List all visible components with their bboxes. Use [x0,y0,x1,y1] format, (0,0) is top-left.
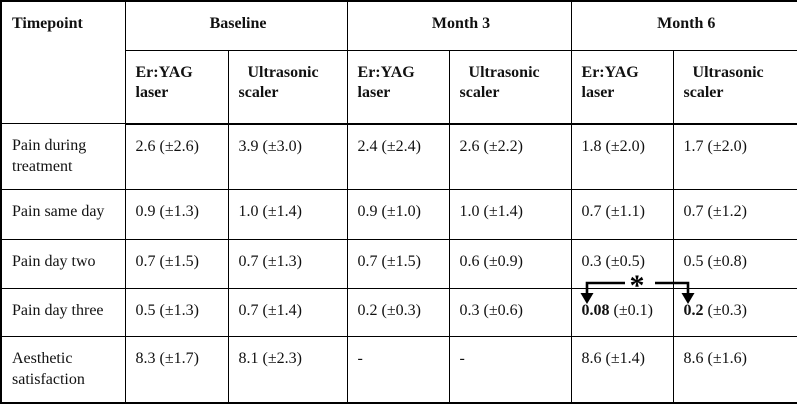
data-cell: 3.9 (±3.0) [227,123,348,191]
table-row-pain-day-two: Pain day two 0.7 (±1.5) 0.7 (±1.3) 0.7 (… [0,238,797,290]
data-cell: 2.6 (±2.6) [124,123,229,191]
data-cell: 8.6 (±1.6) [672,336,797,404]
data-cell: 0.7 (±1.3) [227,238,348,290]
table-row-pain-day-three: Pain day three 0.5 (±1.3) 0.7 (±1.4) 0.2… [0,288,797,338]
sd-value: (±0.1) [609,302,653,320]
data-cell: 8.6 (±1.4) [570,336,674,404]
data-cell: 0.6 (±0.9) [448,238,572,290]
row-label: Pain day three [0,288,126,338]
subheader-month6-eryag-laser: Er:YAG laser [570,49,674,125]
data-cell: 0.9 (±1.0) [346,189,450,240]
data-cell: 0.2 (±0.3) [346,288,450,338]
data-cell: 2.6 (±2.2) [448,123,572,191]
data-cell: 0.3 (±0.5) [570,238,674,290]
data-cell: 0.7 (±1.5) [124,238,229,290]
data-cell: 0.3 (±0.6) [448,288,572,338]
data-cell: 2.4 (±2.4) [346,123,450,191]
table-row-pain-during-treatment: Pain during treatment 2.6 (±2.6) 3.9 (±3… [0,123,797,191]
data-cell-significant: 0.2 (±0.3) [672,288,797,338]
data-cell: 0.7 (±1.2) [672,189,797,240]
row-label: Pain during treatment [0,123,126,191]
subheader-baseline-ultrasonic-scaler: Ultrasonic scaler [227,49,348,125]
table-row-pain-same-day: Pain same day 0.9 (±1.3) 1.0 (±1.4) 0.9 … [0,189,797,240]
row-label: Pain same day [0,189,126,240]
timepoint-column-header: Timepoint [0,0,126,125]
row-label: Aesthetic satisfaction [0,336,126,404]
data-cell: 0.7 (±1.4) [227,288,348,338]
table-row-aesthetic-satisfaction: Aesthetic satisfaction 8.3 (±1.7) 8.1 (±… [0,336,797,404]
group-header-month-6: Month 6 [570,0,797,51]
data-cell: - [448,336,572,404]
group-header-month-3: Month 3 [346,0,572,51]
group-header-row: Timepoint Baseline Month 3 Month 6 [0,0,797,125]
group-header-baseline: Baseline [124,0,348,51]
data-cell: 8.3 (±1.7) [124,336,229,404]
data-cell: 8.1 (±2.3) [227,336,348,404]
significant-value: 0.08 [581,302,610,320]
data-cell-significant: 0.08 (±0.1) [570,288,674,338]
data-cell: 0.5 (±0.8) [672,238,797,290]
data-cell: 0.7 (±1.1) [570,189,674,240]
data-cell: 1.0 (±1.4) [448,189,572,240]
significant-value: 0.2 [683,302,704,320]
data-cell: 1.8 (±2.0) [570,123,674,191]
row-label: Pain day two [0,238,126,290]
subheader-month3-eryag-laser: Er:YAG laser [346,49,450,125]
subheader-row: Er:YAG laser Ultrasonic scaler Er:YAG la… [1,49,797,125]
sd-value: (±0.3) [703,302,747,320]
data-cell: 1.7 (±2.0) [672,123,797,191]
subheader-month6-ultrasonic-scaler: Ultrasonic scaler [672,49,797,125]
subheader-baseline-eryag-laser: Er:YAG laser [124,49,229,125]
data-cell: - [346,336,450,404]
subheader-month3-ultrasonic-scaler: Ultrasonic scaler [448,49,572,125]
data-cell: 0.5 (±1.3) [124,288,229,338]
data-cell: 1.0 (±1.4) [227,189,348,240]
data-cell: 0.9 (±1.3) [124,189,229,240]
data-cell: 0.7 (±1.5) [346,238,450,290]
